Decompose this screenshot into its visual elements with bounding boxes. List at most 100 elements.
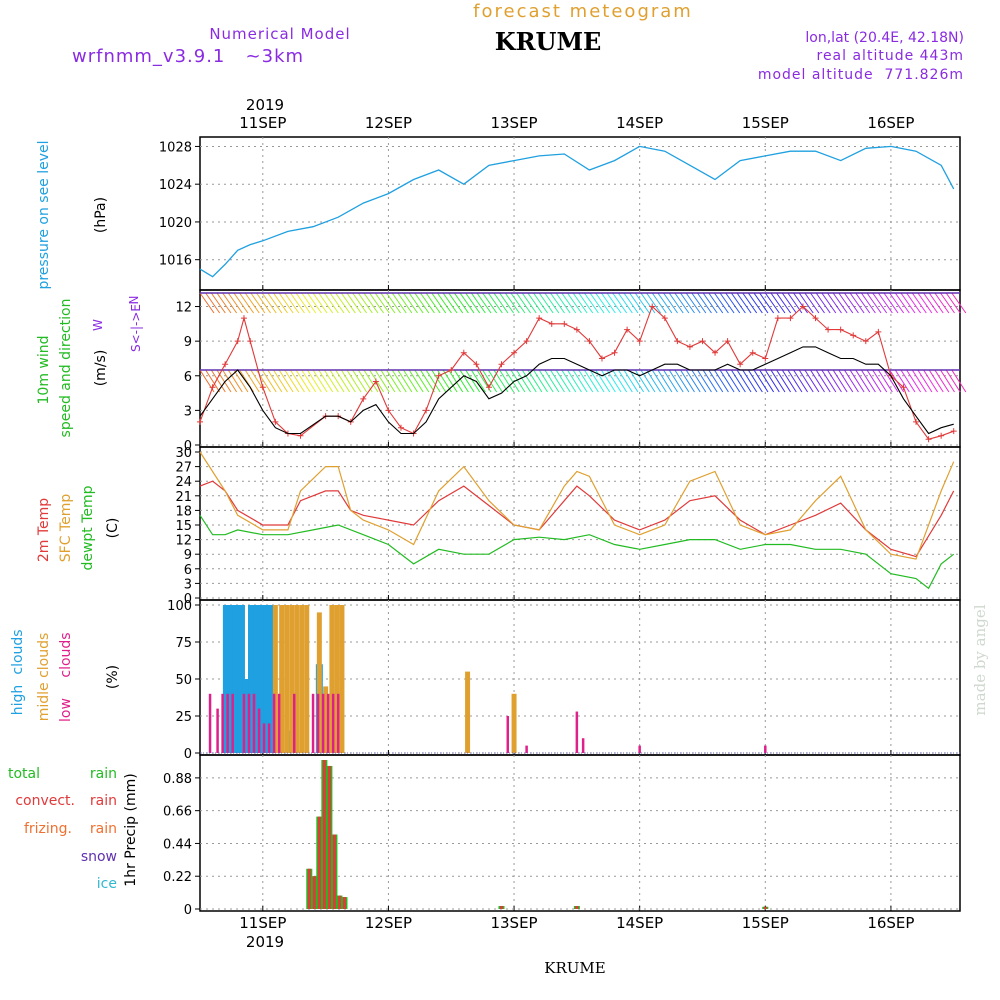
temp-unit: (C)	[105, 518, 121, 539]
panel-frame-temperature	[199, 446, 961, 601]
cloud-bar-low	[336, 693, 340, 753]
wind-gust-marker	[699, 338, 706, 345]
wind-barb-top	[934, 292, 950, 314]
wind-barb-top	[408, 292, 424, 314]
wind-barb-mid	[290, 369, 305, 393]
wind-barb-top	[527, 292, 543, 314]
wind-barb-mid	[527, 369, 543, 393]
cloud-bar-high	[227, 605, 235, 753]
wind-barb-top	[363, 292, 379, 314]
wind-barb-top	[600, 292, 616, 314]
wind-barb-top	[883, 292, 899, 314]
wind-barb-mid	[357, 369, 373, 393]
wind-barb-mid	[222, 369, 238, 393]
wind-barb-mid	[510, 369, 526, 393]
temp2m-line	[199, 480, 955, 558]
wind-barb-mid	[702, 369, 718, 393]
wind-gust-marker	[360, 395, 367, 402]
wind-barb-top	[453, 292, 469, 314]
wind-barb-top	[210, 292, 226, 314]
wind-gust-marker	[586, 338, 593, 345]
wind-barb-mid	[612, 369, 628, 393]
wind-barb-mid	[533, 369, 548, 393]
cloud-bar-high	[253, 605, 261, 753]
wind-gust-marker	[573, 326, 580, 333]
high-clouds-label-1: high	[10, 685, 26, 716]
wind-barb-top	[629, 292, 645, 314]
wind-barb-top	[290, 292, 305, 314]
wind-barb-top	[759, 292, 775, 314]
wind-barb-mid	[685, 369, 701, 393]
wind-barb-top	[323, 292, 339, 314]
precip-total-label: total	[8, 766, 40, 782]
date-label-bottom: 15SEP	[742, 914, 789, 932]
ytick-label-pressure: 1024	[159, 178, 192, 193]
wind-gust-marker	[875, 328, 882, 335]
wind-barb-top	[470, 292, 486, 314]
wind-barb-mid	[442, 369, 458, 393]
wind-barb-top	[838, 292, 854, 314]
wind-barb-top	[301, 292, 317, 314]
wind-barb-mid	[951, 369, 967, 393]
wind-barb-top	[205, 292, 221, 314]
cloud-bar-high	[263, 605, 271, 753]
wind-barb-top	[380, 292, 396, 314]
wind-gust-marker	[435, 372, 442, 379]
wind-barb-mid	[640, 369, 656, 393]
wind-barb-mid	[504, 369, 520, 393]
wind-barb-mid	[906, 369, 922, 393]
wind-barb-mid	[205, 369, 221, 393]
compass-s: S<-|->E	[129, 304, 143, 352]
wind-barb-top	[431, 292, 447, 314]
wind-barb-mid	[352, 369, 368, 393]
ytick-label-wind: 12	[175, 301, 192, 316]
model-altitude: model altitude 771.826m	[758, 67, 964, 83]
wind-barb-top	[770, 292, 786, 314]
wind-barb-top	[544, 292, 560, 314]
wind-gust-marker	[259, 384, 266, 391]
date-label-bottom: 11SEP	[239, 914, 286, 932]
wind-barb-top	[420, 292, 435, 314]
wind-gust-marker	[812, 315, 819, 322]
wind-barb-mid	[521, 369, 537, 393]
wind-gust-marker	[448, 367, 455, 373]
wind-barb-top	[295, 292, 311, 314]
cloud-bar-low	[764, 745, 767, 753]
top-title: forecast meteogram	[473, 1, 693, 22]
wind-barb-top	[425, 292, 441, 314]
wind-gust-marker	[548, 320, 555, 327]
wind-gust-marker	[749, 349, 756, 356]
wind-barb-top	[793, 292, 808, 314]
year-top: 2019	[246, 96, 284, 114]
wind-barb-top	[781, 292, 797, 314]
wind-barb-mid	[323, 369, 339, 393]
wind-barb-mid	[815, 369, 831, 393]
wind-gust-marker	[536, 315, 543, 322]
wind-barb-mid	[448, 369, 464, 393]
wind-barb-mid	[340, 369, 356, 393]
wind-barb-top	[708, 292, 724, 314]
wind-gust-marker	[762, 355, 769, 362]
precip-snow-label: snow	[81, 849, 117, 865]
wind-barb-mid	[742, 369, 758, 393]
wind-barb-top	[227, 292, 243, 314]
wind-barb-mid	[295, 369, 311, 393]
precip-bar-convect	[332, 834, 336, 909]
cloud-bar-low	[221, 693, 224, 753]
wind-barb-mid	[663, 369, 678, 393]
wind-barb-mid	[804, 369, 820, 393]
wind-barb-top	[533, 292, 548, 314]
wind-barb-top	[917, 292, 933, 314]
cloud-bar-high	[258, 605, 266, 753]
ytick-label-clouds: 0	[184, 747, 192, 762]
wind-barb-mid	[397, 369, 413, 393]
wind-barb-mid	[945, 369, 961, 393]
wind-barb-top	[663, 292, 678, 314]
wind-gust-marker	[247, 338, 254, 345]
wind-barb-mid	[572, 369, 588, 393]
cloud-bar-low	[525, 745, 528, 753]
wind-barb-mid	[781, 369, 797, 393]
wind-barb-mid	[883, 369, 899, 393]
model-label: Numerical Model	[209, 25, 350, 43]
